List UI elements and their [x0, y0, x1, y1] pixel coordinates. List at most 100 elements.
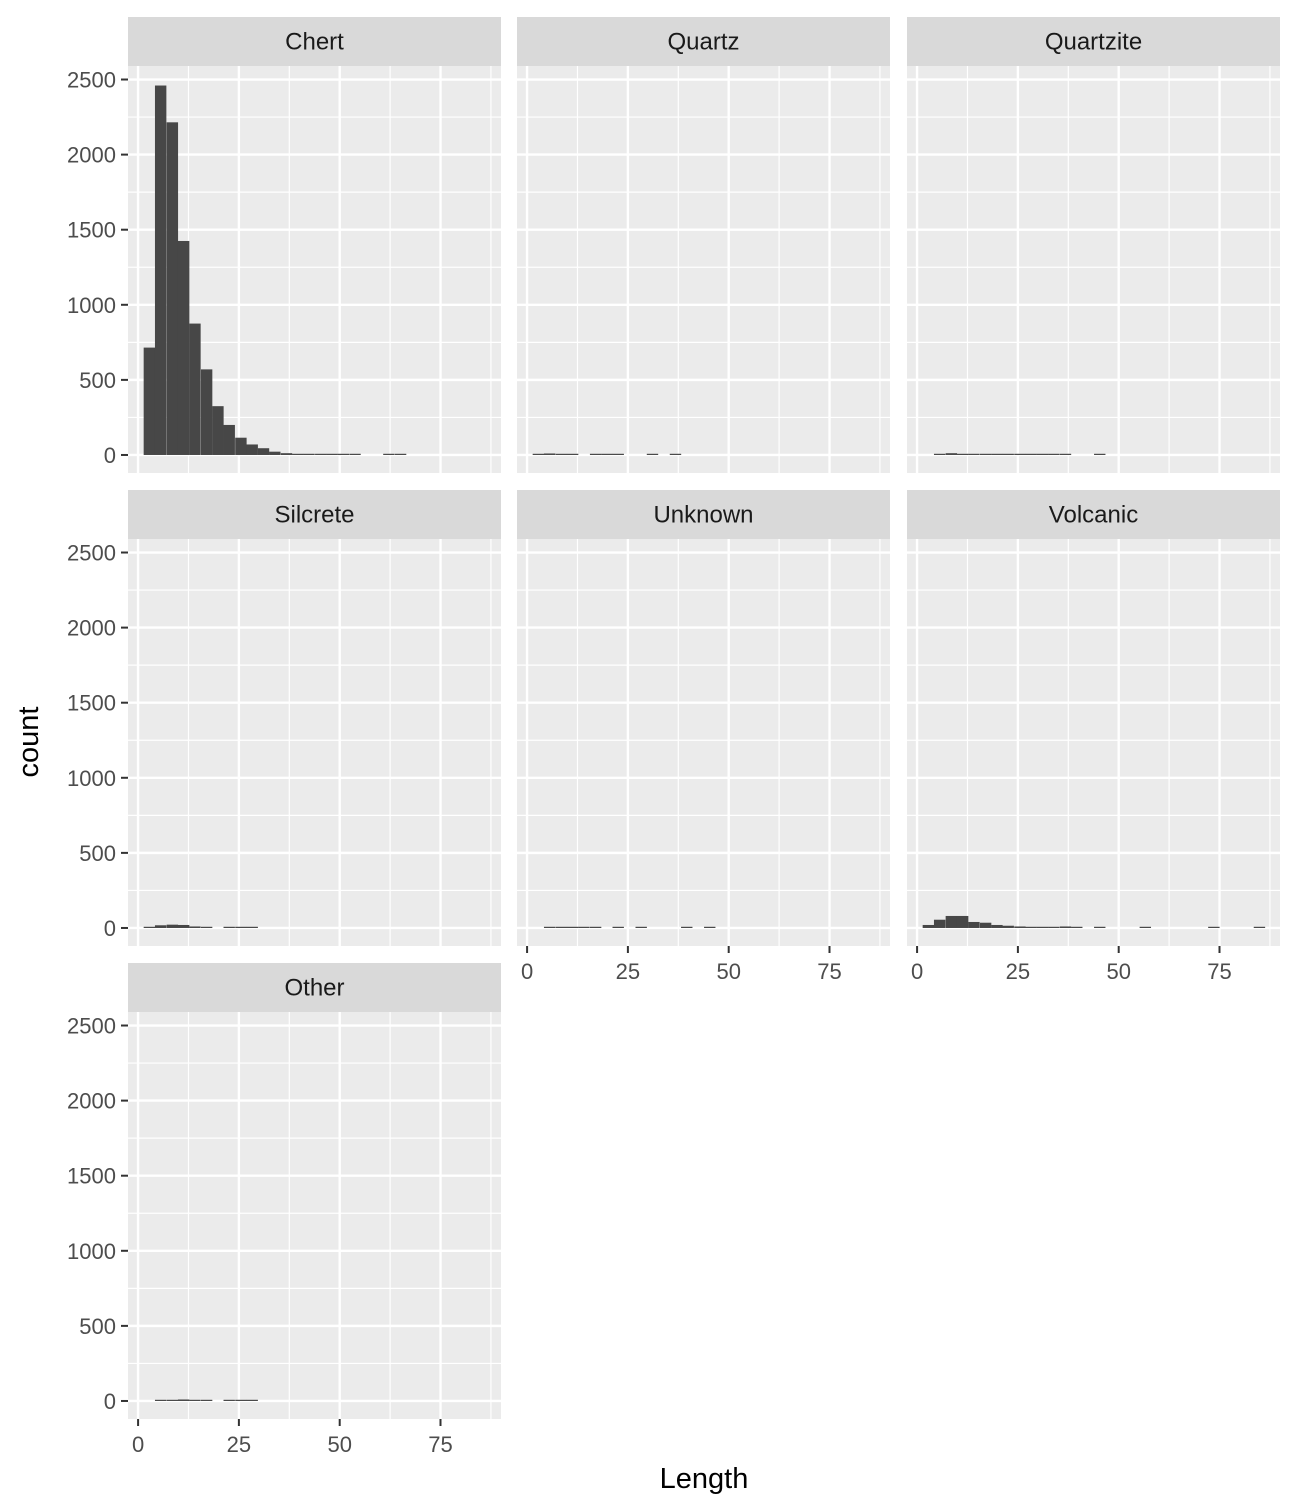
facet-label: Quartz [667, 29, 739, 56]
histogram-bar [166, 924, 179, 928]
histogram-bar [1059, 453, 1072, 455]
histogram-bar [635, 926, 647, 928]
y-tick-label: 2000 [67, 143, 116, 168]
facet-label: Quartzite [1045, 29, 1142, 56]
histogram-bar [303, 453, 315, 455]
y-tick-label: 0 [104, 916, 116, 941]
histogram-bar [200, 369, 213, 455]
histogram-bar [246, 444, 258, 455]
y-tick-label: 2500 [67, 1014, 116, 1039]
x-axis-title: Length [660, 1463, 749, 1495]
histogram-bar [704, 926, 716, 928]
facet-strip [517, 17, 890, 66]
y-tick-label: 2500 [67, 68, 116, 93]
histogram-bar [235, 926, 247, 928]
histogram-bar [189, 1399, 201, 1401]
histogram-bar [1002, 453, 1014, 455]
histogram-bar [177, 924, 190, 928]
histogram-bar [979, 922, 992, 928]
histogram-bar [349, 453, 361, 455]
facet-strip [907, 17, 1280, 66]
histogram-bar [1094, 926, 1106, 928]
histogram-bar [1059, 926, 1072, 928]
histogram-bar [1139, 926, 1152, 928]
y-tick-label: 1000 [67, 766, 116, 791]
panel-background [517, 539, 890, 946]
facet-other: Other 0 500 1000 1500 2000 2500 0 25 50 75 [67, 963, 501, 1457]
panel-background [128, 539, 501, 946]
histogram-bar [566, 453, 579, 455]
facet-strip [517, 490, 890, 539]
histogram-bar [612, 453, 624, 455]
histogram-bar [1094, 453, 1106, 455]
histogram-bar [143, 926, 156, 928]
histogram-bar [1071, 926, 1083, 928]
histogram-bar [223, 1399, 235, 1401]
x-tick-label: 0 [911, 959, 923, 984]
histogram-bar [555, 453, 568, 455]
facet-volcanic: Volcanic 0 25 50 75 [907, 490, 1280, 984]
histogram-bar [189, 926, 201, 928]
facet-strip [128, 490, 501, 539]
panel-background [907, 66, 1280, 473]
histogram-bar [177, 240, 190, 455]
y-tick-label: 2000 [67, 616, 116, 641]
x-tick-label: 75 [817, 959, 841, 984]
facet-label: Silcrete [274, 502, 354, 529]
histogram-bar [246, 1399, 258, 1401]
y-tick-label: 0 [104, 443, 116, 468]
histogram-bar [315, 453, 327, 455]
histogram-bar [1208, 926, 1220, 928]
y-tick-label: 1500 [67, 218, 116, 243]
histogram-bar [543, 926, 556, 928]
histogram-bar [968, 453, 980, 455]
histogram-bar [223, 926, 235, 928]
y-tick-label: 2500 [67, 541, 116, 566]
histogram-bar [566, 926, 579, 928]
histogram-bar [543, 453, 556, 455]
histogram-bar [223, 424, 235, 455]
x-tick-label: 25 [227, 1432, 251, 1457]
histogram-bar [1048, 926, 1060, 928]
y-tick-label: 500 [79, 1314, 116, 1339]
histogram-bar [394, 453, 407, 455]
histogram-bar [143, 347, 156, 455]
facet-chert: Chert 0 500 1000 1500 2000 2500 [67, 17, 501, 473]
histogram-bar [257, 448, 270, 455]
panel-background [517, 66, 890, 473]
y-tick-label: 500 [79, 841, 116, 866]
histogram-bar [979, 453, 992, 455]
histogram-bar [669, 453, 682, 455]
x-tick-label: 75 [1207, 959, 1231, 984]
facet-strip [128, 963, 501, 1012]
histogram-bar [991, 924, 1003, 928]
y-axis-title: count [13, 707, 45, 778]
histogram-bar [578, 926, 590, 928]
histogram-bar [589, 453, 602, 455]
x-tick-label: 75 [428, 1432, 452, 1457]
histogram-bar [933, 453, 946, 455]
histogram-bar [968, 921, 980, 928]
histogram-bar [646, 453, 659, 455]
x-tick-label: 25 [1006, 959, 1030, 984]
facet-unknown: Unknown 0 25 50 75 [517, 490, 890, 984]
histogram-bar [154, 925, 167, 928]
histogram-bar [1014, 926, 1026, 928]
histogram-bar [200, 1399, 213, 1401]
facet-label: Other [284, 975, 344, 1002]
histogram-bar [166, 1399, 179, 1401]
histogram-bar [235, 437, 247, 455]
histogram-bar [166, 122, 179, 455]
facet-strip [907, 490, 1280, 539]
histogram-bar [280, 453, 293, 455]
y-tick-label: 0 [104, 1389, 116, 1414]
facet-label: Unknown [653, 502, 753, 529]
x-tick-label: 25 [616, 959, 640, 984]
x-tick-label: 50 [1106, 959, 1130, 984]
histogram-bar [269, 451, 281, 455]
histogram-bar [945, 915, 958, 928]
histogram-bar [154, 1399, 167, 1401]
histogram-bar [922, 924, 935, 928]
